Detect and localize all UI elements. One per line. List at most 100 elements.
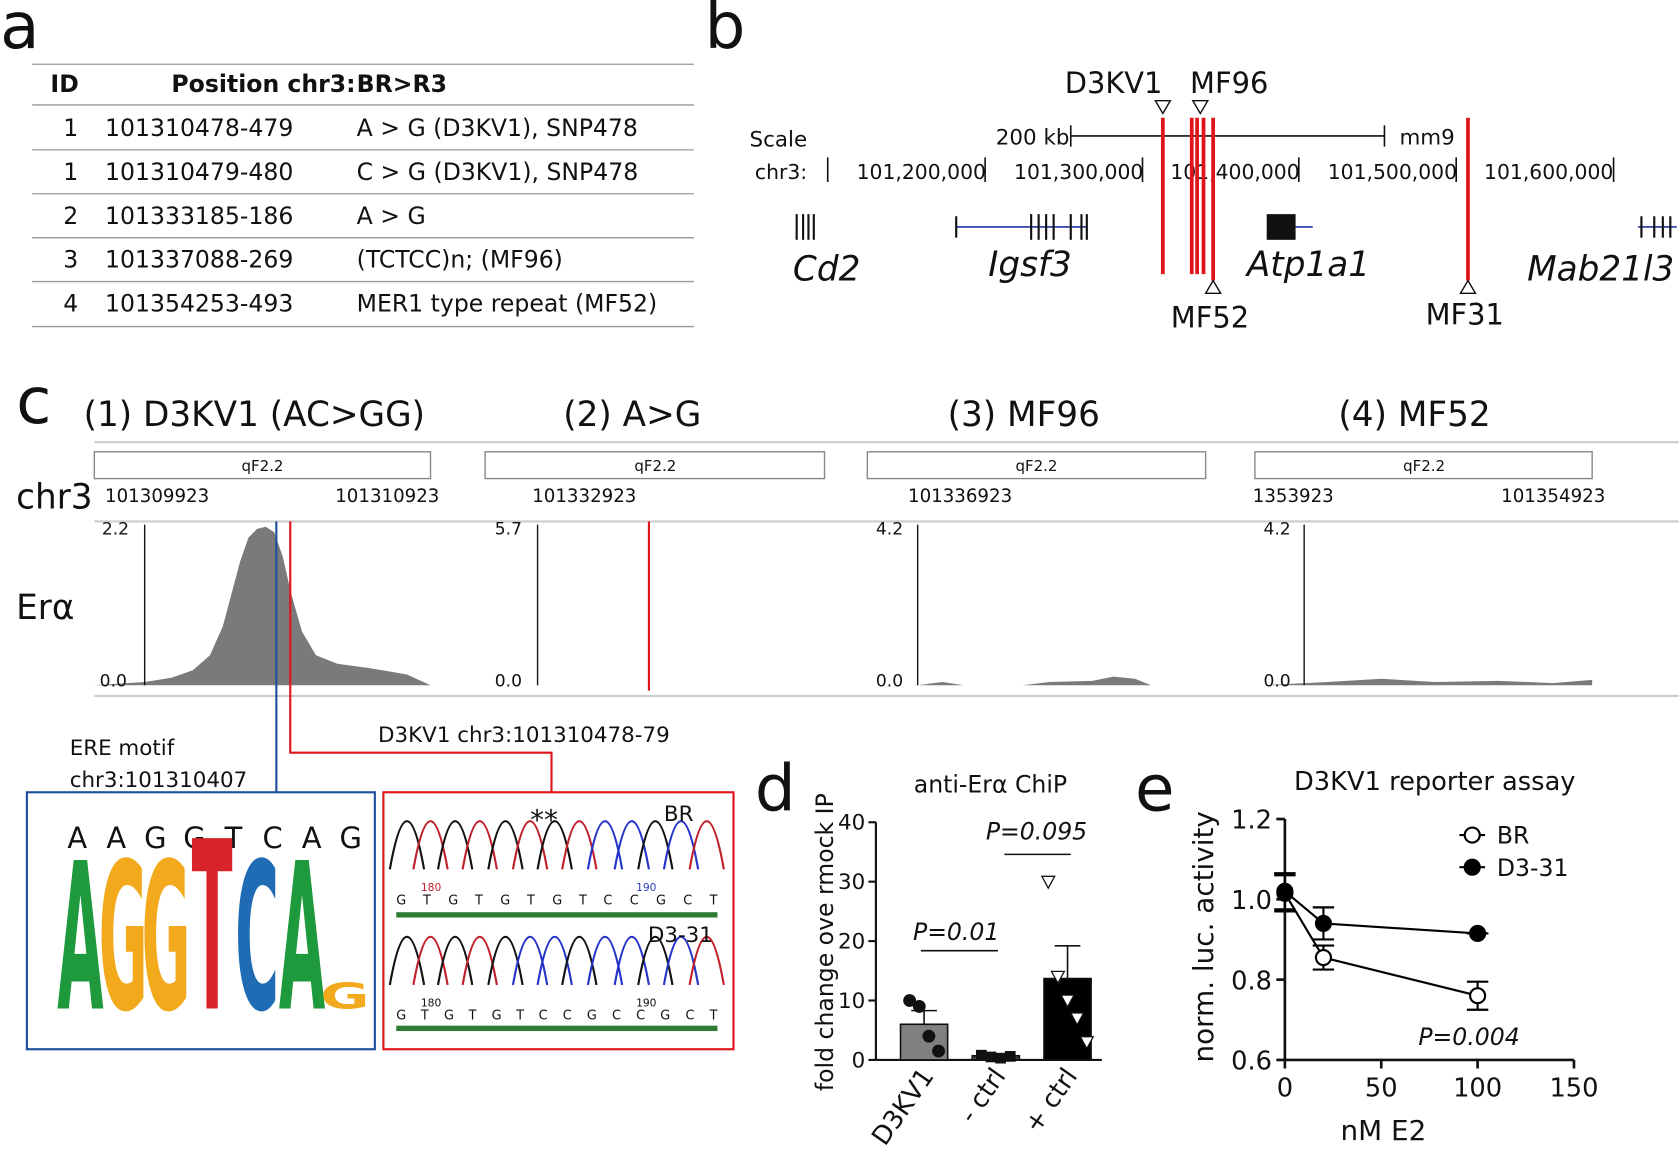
- track-ymin: 0.0: [100, 671, 127, 691]
- gene-label: Igsf3: [988, 245, 1072, 285]
- trace-peak: [613, 935, 650, 986]
- point: [995, 1052, 1006, 1064]
- table-header: ID: [50, 70, 78, 98]
- point: [912, 1000, 926, 1013]
- base-position: 180: [421, 881, 442, 894]
- point: [1276, 882, 1294, 900]
- point: [932, 1044, 945, 1058]
- table-body: ID Position chr3: BR>R3 1 101310478-479 A …: [50, 70, 657, 317]
- x-tick-label: + ctrl: [1018, 1063, 1084, 1139]
- track-ymax: 2.2: [102, 519, 129, 539]
- legend-label: BR: [1497, 822, 1530, 850]
- trace-peak: [388, 820, 426, 870]
- motif-box: [25, 791, 376, 1051]
- trace-peak: [412, 820, 449, 870]
- legend-marker: [1463, 858, 1481, 876]
- band-label: qF2.2: [241, 457, 283, 475]
- annotation: P=0.004: [1418, 1023, 1519, 1051]
- marker-triangle: [1204, 279, 1222, 295]
- point: [1314, 948, 1332, 967]
- point: [1079, 1036, 1095, 1050]
- trace-peak: [688, 935, 725, 986]
- logo-letter: A: [57, 821, 103, 1057]
- motif-letter: A: [67, 821, 87, 855]
- track-label: chr3: [16, 478, 92, 518]
- coord-label: 101354923: [1501, 486, 1605, 507]
- chart-title: anti-Erα ChiP: [914, 770, 1067, 798]
- logo-letter: C: [235, 821, 279, 1057]
- track-title: (2) A>G: [563, 395, 701, 435]
- point: [1469, 987, 1487, 1005]
- marker-label: MF96: [1190, 66, 1268, 100]
- track-ymax: 4.2: [1263, 519, 1290, 539]
- position-label: 101,200,000: [857, 160, 986, 184]
- quality-bar: [396, 912, 718, 918]
- marker-label: D3KV1: [1065, 66, 1163, 100]
- point: [1069, 1012, 1085, 1027]
- annotation: P=0.01: [913, 918, 999, 946]
- x-tick-label: D3KV1: [866, 1063, 940, 1151]
- table-cell: 1: [63, 114, 78, 142]
- y-tick-label: 20: [838, 930, 865, 955]
- y-tick-label: 1.2: [1231, 806, 1272, 836]
- logo-letter: G: [320, 975, 369, 1017]
- logo-letter: G: [99, 821, 148, 1057]
- track-ymin: 0.0: [1263, 671, 1290, 691]
- position-label: 101,300,000: [1014, 160, 1143, 184]
- y-tick-label: 0.6: [1231, 1047, 1272, 1077]
- scale-label: Scale: [750, 128, 808, 153]
- track-ymin: 0.0: [876, 671, 903, 691]
- trace-peak: [536, 820, 573, 870]
- coord-label: 101336923: [908, 486, 1012, 507]
- browser: Scale chr3: 200 kb mm9 101,200,000 101,3…: [750, 66, 1677, 335]
- annotation: P=0.095: [986, 817, 1087, 845]
- table-cell: (TCTCC)n; (MF96): [357, 246, 563, 274]
- motif-position: chr3:101310407: [70, 768, 248, 793]
- trace-peak: [436, 820, 474, 870]
- ideogram: [93, 451, 432, 480]
- table-cell: 3: [63, 246, 78, 274]
- track-ymax: 5.7: [495, 519, 522, 539]
- trace-peak: [412, 935, 449, 986]
- trace-peak: [511, 820, 549, 870]
- coord-label: 101309923: [105, 486, 209, 507]
- table-cell: 101310479-480: [105, 158, 293, 186]
- motif-title: ERE motif: [70, 736, 175, 761]
- x-tick-label: 150: [1549, 1073, 1598, 1103]
- chart-title: D3KV1 reporter assay: [1294, 767, 1575, 797]
- motif-letter: A: [106, 821, 126, 855]
- signal-area: [917, 676, 1152, 686]
- panel-label: d: [755, 751, 796, 826]
- table-cell: 101354253-493: [105, 290, 293, 318]
- sequence: GTGTGTGTCCGCT: [396, 894, 717, 909]
- x-tick-label: 100: [1453, 1073, 1502, 1103]
- point: [985, 1051, 997, 1063]
- trace-peak: [436, 935, 474, 986]
- table: [32, 63, 694, 328]
- point: [903, 994, 917, 1007]
- ideogram: [866, 451, 1207, 480]
- track-ymax: 4.2: [876, 519, 903, 539]
- marker-triangle: [1154, 99, 1172, 115]
- table-cell: 101310478-479: [105, 114, 293, 142]
- marker-label: MF31: [1426, 297, 1504, 331]
- table-cell: 101337088-269: [105, 246, 293, 274]
- track-title: (4) MF52: [1338, 395, 1490, 435]
- motif-letter: T: [224, 821, 243, 855]
- logo-letter: A: [279, 821, 325, 1057]
- band-label: qF2.2: [634, 457, 676, 475]
- signal-area: [94, 526, 431, 686]
- logo-letter: G: [141, 821, 190, 1057]
- table-cell: 2: [63, 202, 78, 230]
- signal-area: [1263, 678, 1593, 686]
- charts: anti-Erα ChiP fold change ove rmock IP 0 10…: [811, 767, 1598, 1151]
- bar: [1043, 977, 1092, 1061]
- point: [1060, 994, 1076, 1009]
- point: [922, 1029, 936, 1043]
- trace-peak: [613, 820, 650, 870]
- point: [1469, 924, 1487, 943]
- x-tick-label: 50: [1365, 1073, 1398, 1103]
- assembly: mm9: [1399, 126, 1454, 151]
